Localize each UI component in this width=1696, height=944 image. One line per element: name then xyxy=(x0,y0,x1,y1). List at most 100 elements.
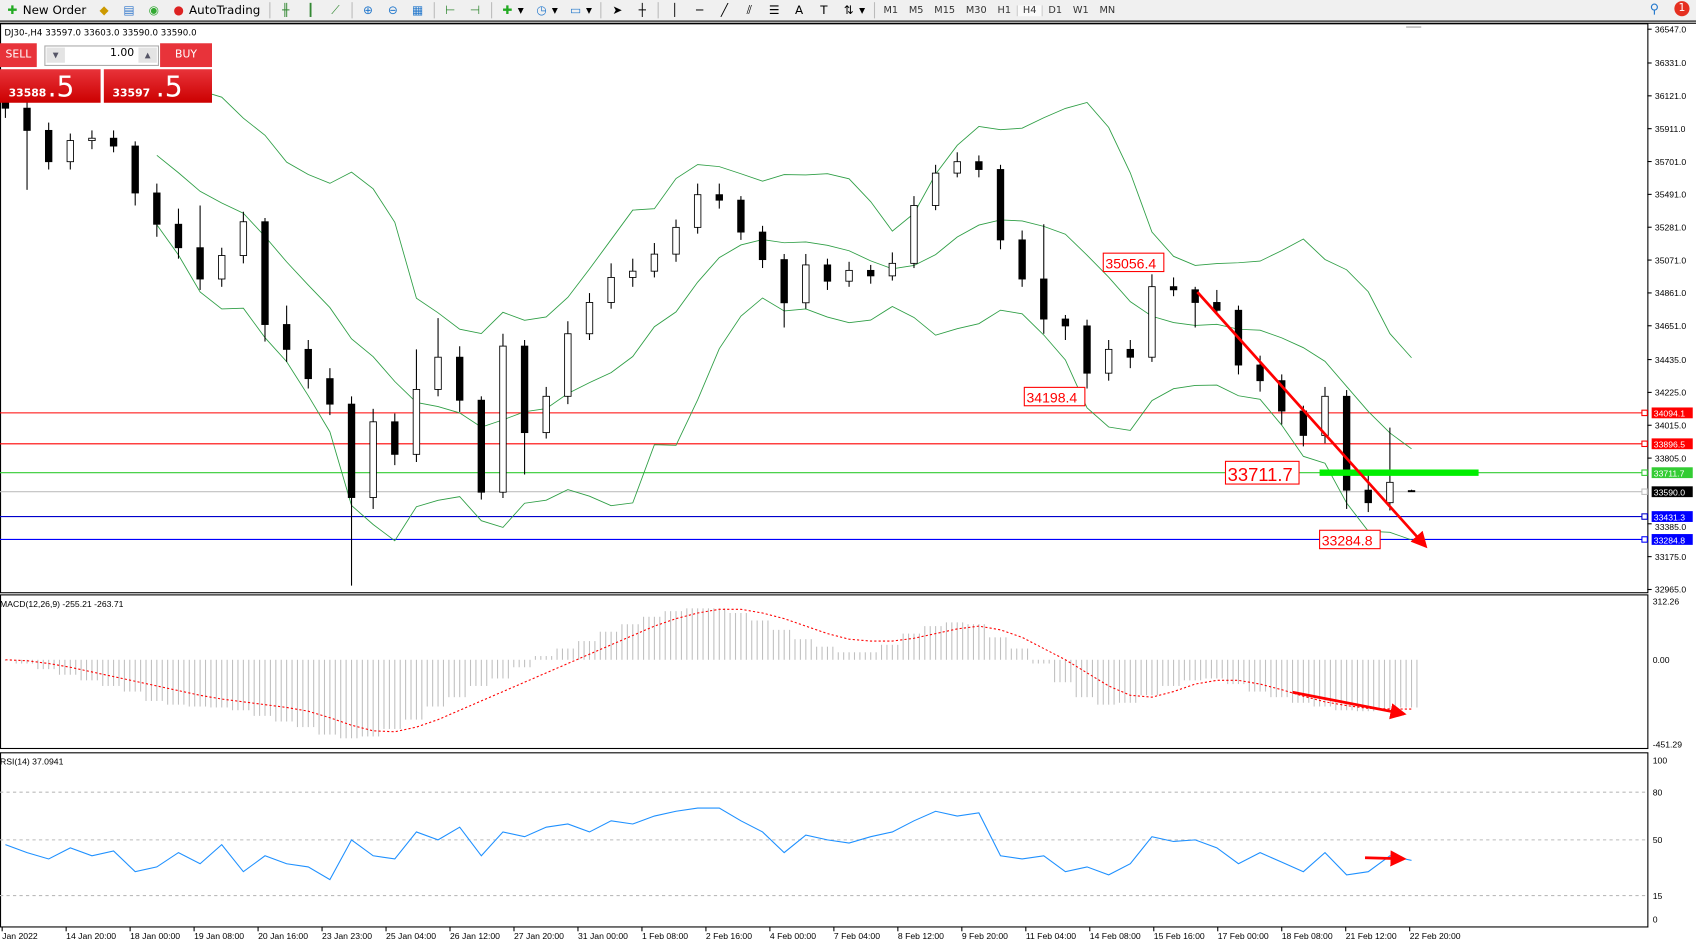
timeframe-m1[interactable]: M1 xyxy=(883,4,899,16)
divider xyxy=(433,2,435,19)
price-annotation: 34198.4 xyxy=(1026,390,1077,406)
timeframe-d1[interactable]: D1 xyxy=(1048,4,1063,16)
autoscroll-button[interactable]: ⊢ xyxy=(438,0,463,21)
bearish-candle xyxy=(715,194,723,201)
bearish-candle xyxy=(1,101,10,109)
bullish-candle xyxy=(953,161,961,174)
sell-button[interactable]: SELL xyxy=(0,43,37,68)
market-button[interactable]: ▤ xyxy=(117,0,142,21)
rsi-arrow xyxy=(1364,850,1407,867)
autoscroll-icon: ⊢ xyxy=(444,3,456,18)
chart-shift-button[interactable]: ⊣ xyxy=(463,0,488,21)
signals-button[interactable]: ◉ xyxy=(141,0,166,21)
price-annotation-box xyxy=(1224,460,1300,485)
fibonacci-button[interactable]: ☰ xyxy=(762,0,787,21)
channel-icon: ⫽ xyxy=(746,3,752,18)
autotrading-button[interactable]: ● AutoTrading xyxy=(173,3,261,18)
channel-button[interactable]: ⫽ xyxy=(737,0,762,21)
periods-button[interactable]: ◷ ▾ xyxy=(536,3,558,18)
lot-size-value[interactable]: 1.00 xyxy=(110,47,135,60)
price-tick-label: 35491.0 xyxy=(1655,190,1686,200)
bearish-candle xyxy=(153,192,161,225)
buy-button[interactable]: BUY xyxy=(160,43,212,68)
bullish-candle xyxy=(845,269,853,282)
bullish-candle xyxy=(564,333,572,397)
level-price-label: 34094.1 xyxy=(1654,409,1685,419)
bullish-candle xyxy=(629,270,637,278)
tile-icon: ▦ xyxy=(412,3,424,18)
rsi-tick-label: 50 xyxy=(1653,835,1663,845)
autotrading-icon: ● xyxy=(173,3,184,18)
timeframe-h4[interactable]: H4 xyxy=(1016,4,1043,16)
main-panel-frame xyxy=(0,23,1649,594)
price-tick-label: 35911.0 xyxy=(1655,124,1686,134)
price-annotation-box xyxy=(1319,529,1381,550)
timeframe-m5[interactable]: M5 xyxy=(908,4,924,16)
divider xyxy=(873,2,875,19)
timeframe-w1[interactable]: W1 xyxy=(1072,4,1089,16)
notification-badge[interactable]: 1 xyxy=(1674,1,1690,17)
horizontal-line-button[interactable]: ─ xyxy=(687,0,712,21)
vertical-line-button[interactable]: │ xyxy=(662,0,687,21)
divider xyxy=(600,2,602,19)
zoom-out-button[interactable]: ⊖ xyxy=(380,0,405,21)
indicators-button[interactable]: ✚ ▾ xyxy=(495,0,529,21)
price-tick-label: 33385.0 xyxy=(1655,522,1686,532)
candle-chart-button[interactable]: ┃ xyxy=(298,0,323,21)
level-price-badge xyxy=(1651,467,1693,479)
rsi-label: RSI(14) 37.0941 xyxy=(0,757,64,767)
text-label-icon: T xyxy=(820,3,828,18)
bearish-candle xyxy=(44,129,53,163)
time-label: 20 Jan 16:00 xyxy=(258,931,308,941)
bearish-candle xyxy=(304,348,312,380)
tile-windows-button[interactable]: ▦ xyxy=(405,0,430,21)
macd-tick-label: 0.00 xyxy=(1653,655,1670,665)
divider xyxy=(351,2,353,19)
lot-increase-icon[interactable]: ▲ xyxy=(138,47,157,63)
timeframe-m30[interactable]: M30 xyxy=(965,4,987,16)
bar-chart-button[interactable]: ╫ xyxy=(273,0,298,21)
sell-price[interactable]: 33588.5 xyxy=(0,69,101,104)
time-label: 26 Jan 12:00 xyxy=(450,931,500,941)
zoom-in-button[interactable]: ⊕ xyxy=(355,0,380,21)
level-price-label: 33284.8 xyxy=(1654,535,1685,545)
new-order-button[interactable]: ✚ New Order xyxy=(0,0,92,21)
search-icon[interactable]: ⚲ xyxy=(1649,1,1660,17)
lot-size-stepper[interactable]: ▼ 1.00 ▲ xyxy=(44,45,159,66)
level-handle xyxy=(1641,488,1648,495)
crosshair-icon: ┼ xyxy=(638,3,646,18)
bearish-candle xyxy=(347,403,356,498)
text-button[interactable]: A xyxy=(787,0,812,21)
rsi-tick-label: 0 xyxy=(1653,915,1658,925)
bullish-candle xyxy=(888,262,897,277)
time-label: 1 Feb 08:00 xyxy=(642,931,688,941)
text-label-button[interactable]: T xyxy=(811,0,836,21)
templates-button[interactable]: ▭ ▾ xyxy=(570,3,592,18)
bearish-candle xyxy=(1278,380,1286,412)
trendline-button[interactable]: ╱ xyxy=(712,0,737,21)
bearish-candle xyxy=(282,324,291,350)
line-chart-button[interactable]: ⟋ xyxy=(323,0,348,21)
arrows-button[interactable]: ⇅ ▾ xyxy=(836,0,870,21)
bar-chart-icon: ╫ xyxy=(282,3,290,18)
price-annotation-box xyxy=(1023,386,1086,407)
bullish-candle xyxy=(1148,286,1156,358)
price-tick-label: 36547.0 xyxy=(1655,24,1686,34)
timeframe-h1[interactable]: H1 xyxy=(997,4,1012,16)
cursor-button[interactable]: ➤ xyxy=(605,0,630,21)
crosshair-button[interactable]: ┼ xyxy=(630,0,655,21)
bearish-candle xyxy=(1407,490,1416,493)
level-price-label: 33711.7 xyxy=(1654,468,1685,478)
timeframe-mn[interactable]: MN xyxy=(1099,4,1116,16)
bullish-candle xyxy=(434,356,442,390)
time-label: 15 Feb 16:00 xyxy=(1154,931,1205,941)
history-button[interactable]: ◆ xyxy=(92,0,117,21)
buy-price[interactable]: 33597.5 xyxy=(103,69,212,104)
timeframe-m15[interactable]: M15 xyxy=(934,4,956,16)
bullish-candle xyxy=(218,255,226,280)
price-tick-label: 32965.0 xyxy=(1655,585,1686,595)
zoom-out-icon: ⊖ xyxy=(387,3,398,18)
level-handle xyxy=(1641,469,1648,476)
lot-decrease-icon[interactable]: ▼ xyxy=(46,47,65,63)
